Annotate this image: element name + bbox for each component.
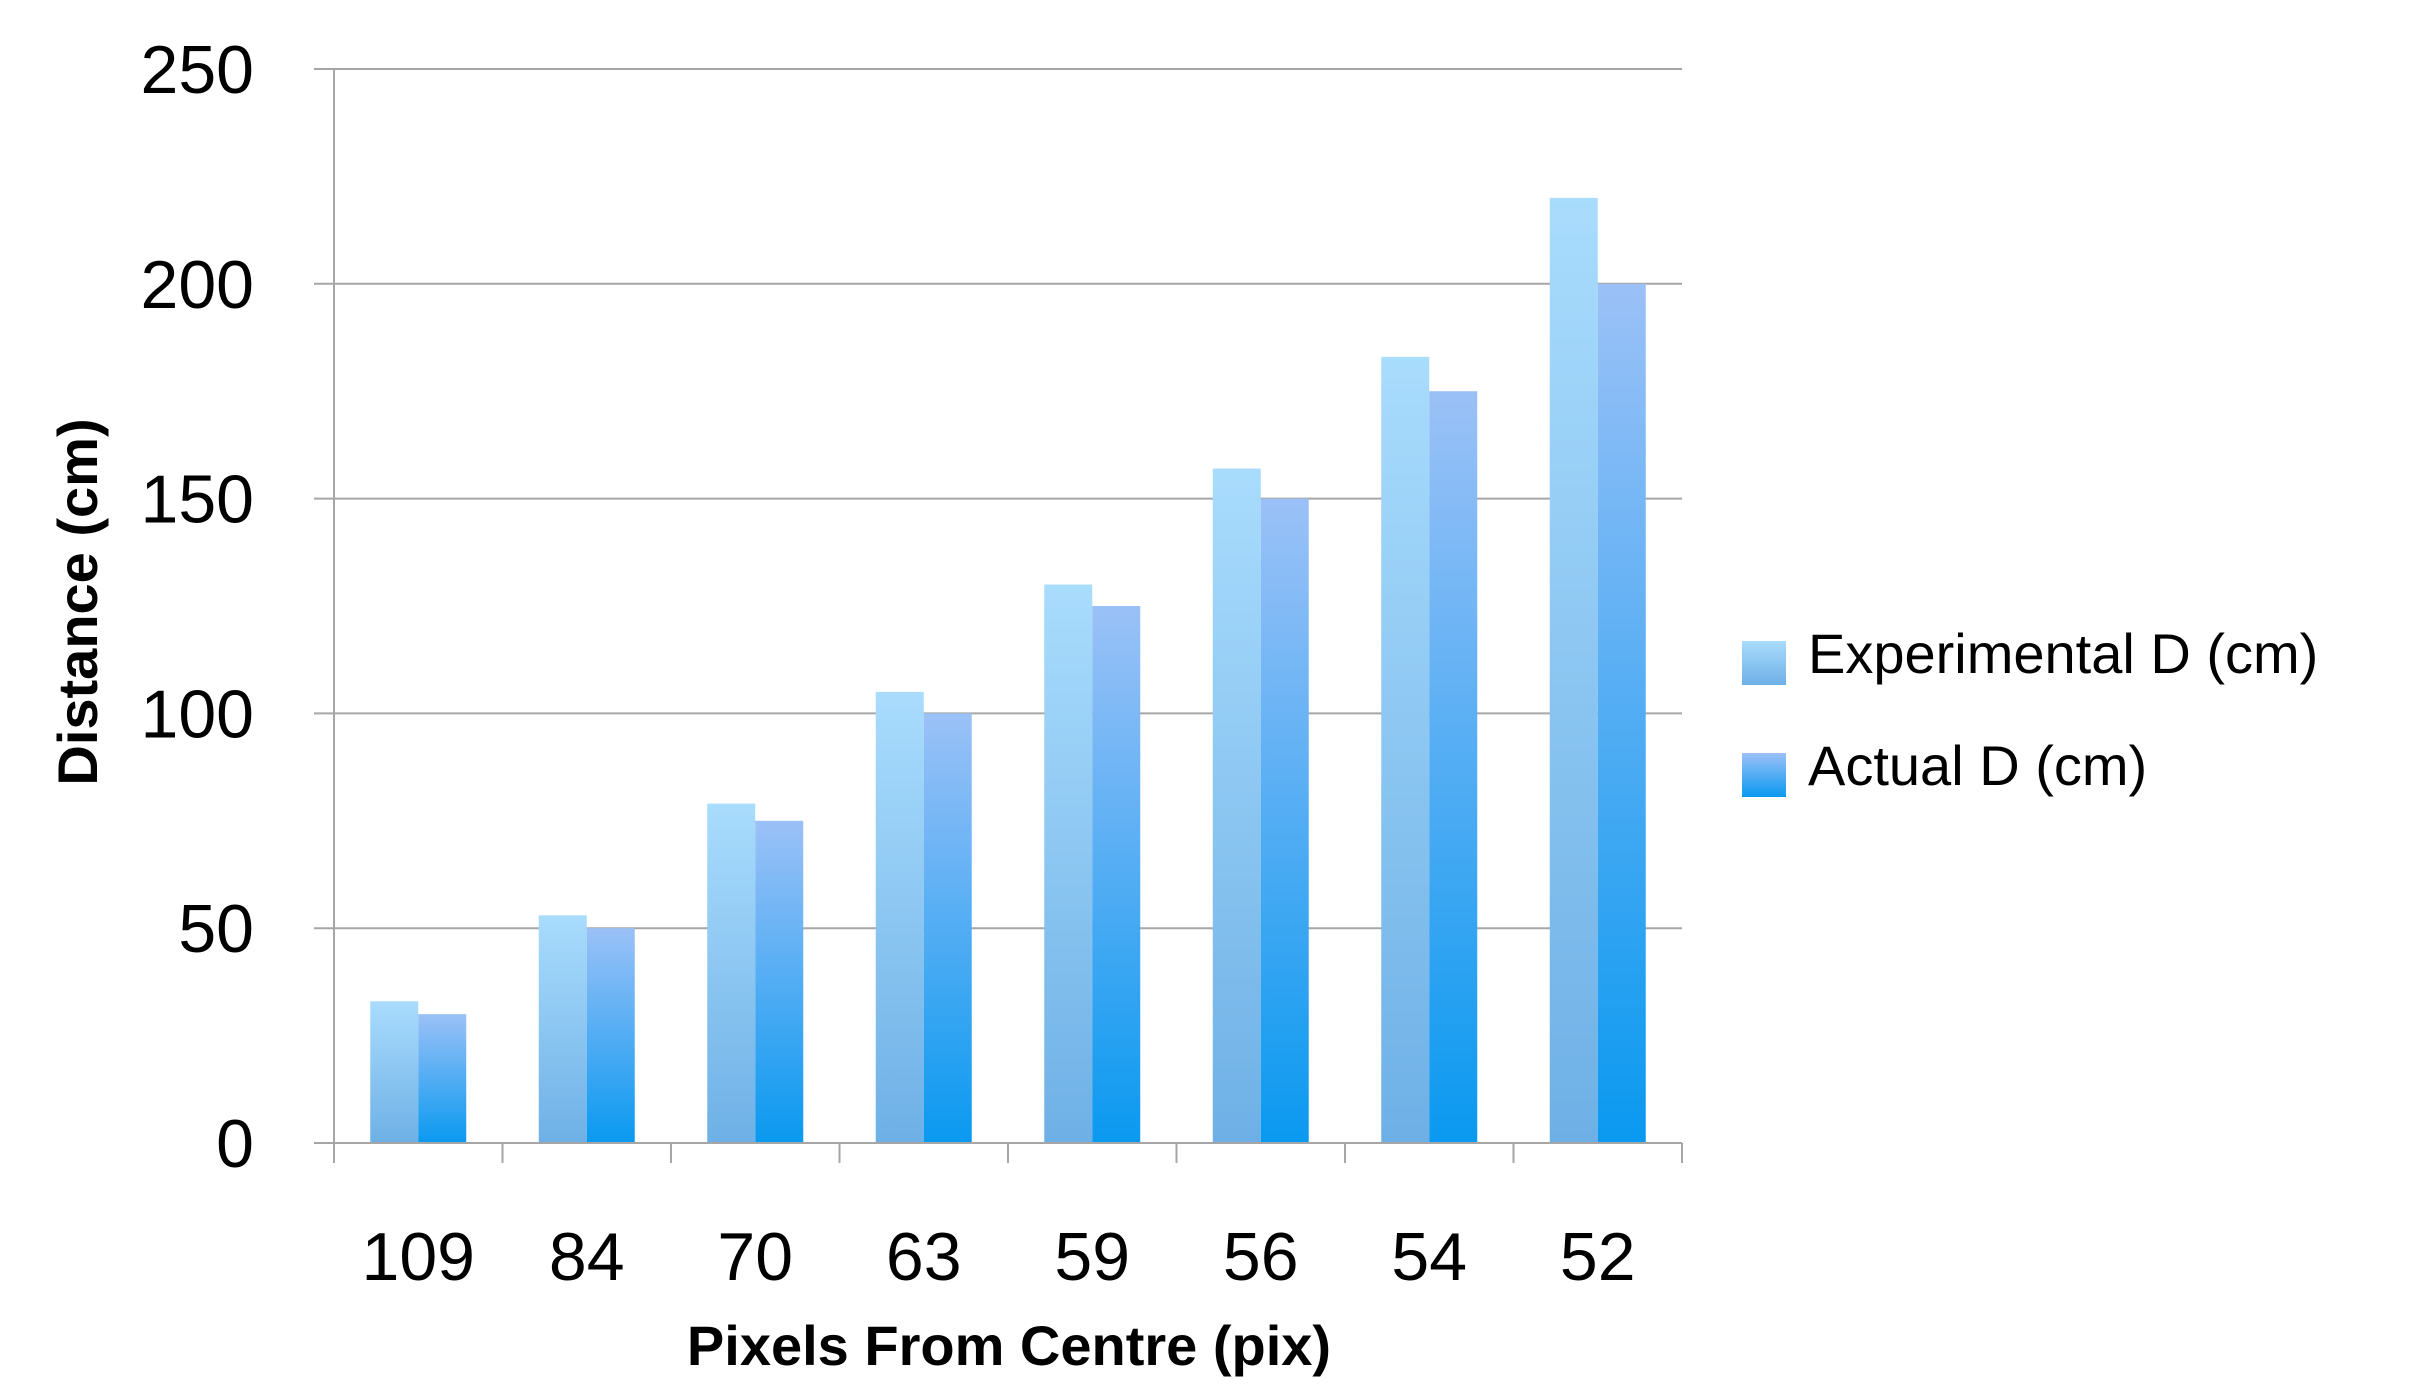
bar-actual-56	[1261, 499, 1309, 1143]
x-tick-label: 52	[1560, 1219, 1636, 1295]
legend-swatch-actual	[1742, 753, 1786, 797]
legend: Experimental D (cm) Actual D (cm)	[1742, 622, 2318, 797]
legend-label-experimental: Experimental D (cm)	[1808, 622, 2318, 685]
x-tick-label: 59	[1054, 1219, 1130, 1295]
y-tick-label: 150	[141, 462, 254, 538]
bar-actual-84	[587, 928, 635, 1143]
x-tick-label: 70	[717, 1219, 793, 1295]
x-tick-label: 56	[1223, 1219, 1299, 1295]
y-tick-label: 100	[141, 676, 254, 752]
x-tick-label: 54	[1391, 1219, 1467, 1295]
legend-swatch-experimental	[1742, 641, 1786, 685]
bar-actual-52	[1598, 284, 1646, 1143]
bar-experimental-52	[1550, 198, 1598, 1143]
bar-actual-109	[418, 1014, 466, 1143]
bar-actual-70	[755, 821, 803, 1143]
bar-experimental-59	[1044, 585, 1092, 1143]
y-tick-label: 0	[216, 1106, 254, 1182]
y-tick-label: 250	[141, 32, 254, 108]
y-tick-label: 50	[178, 891, 254, 967]
x-tick-label: 109	[362, 1219, 475, 1295]
x-tick-label: 84	[549, 1219, 625, 1295]
y-axis-title: Distance (cm)	[46, 418, 109, 785]
bar-experimental-54	[1381, 357, 1429, 1143]
bar-actual-59	[1092, 606, 1140, 1143]
bar-experimental-70	[707, 804, 755, 1143]
x-axis-title: Pixels From Centre (pix)	[687, 1314, 1331, 1377]
legend-label-actual: Actual D (cm)	[1808, 734, 2147, 797]
bar-actual-54	[1429, 391, 1477, 1143]
bar-experimental-56	[1213, 469, 1261, 1143]
bar-experimental-84	[539, 915, 587, 1143]
bars	[370, 198, 1646, 1143]
x-tick-label: 63	[886, 1219, 962, 1295]
bar-experimental-109	[370, 1001, 418, 1143]
bar-actual-63	[924, 713, 972, 1143]
bar-experimental-63	[876, 692, 924, 1143]
y-tick-label: 200	[141, 247, 254, 323]
